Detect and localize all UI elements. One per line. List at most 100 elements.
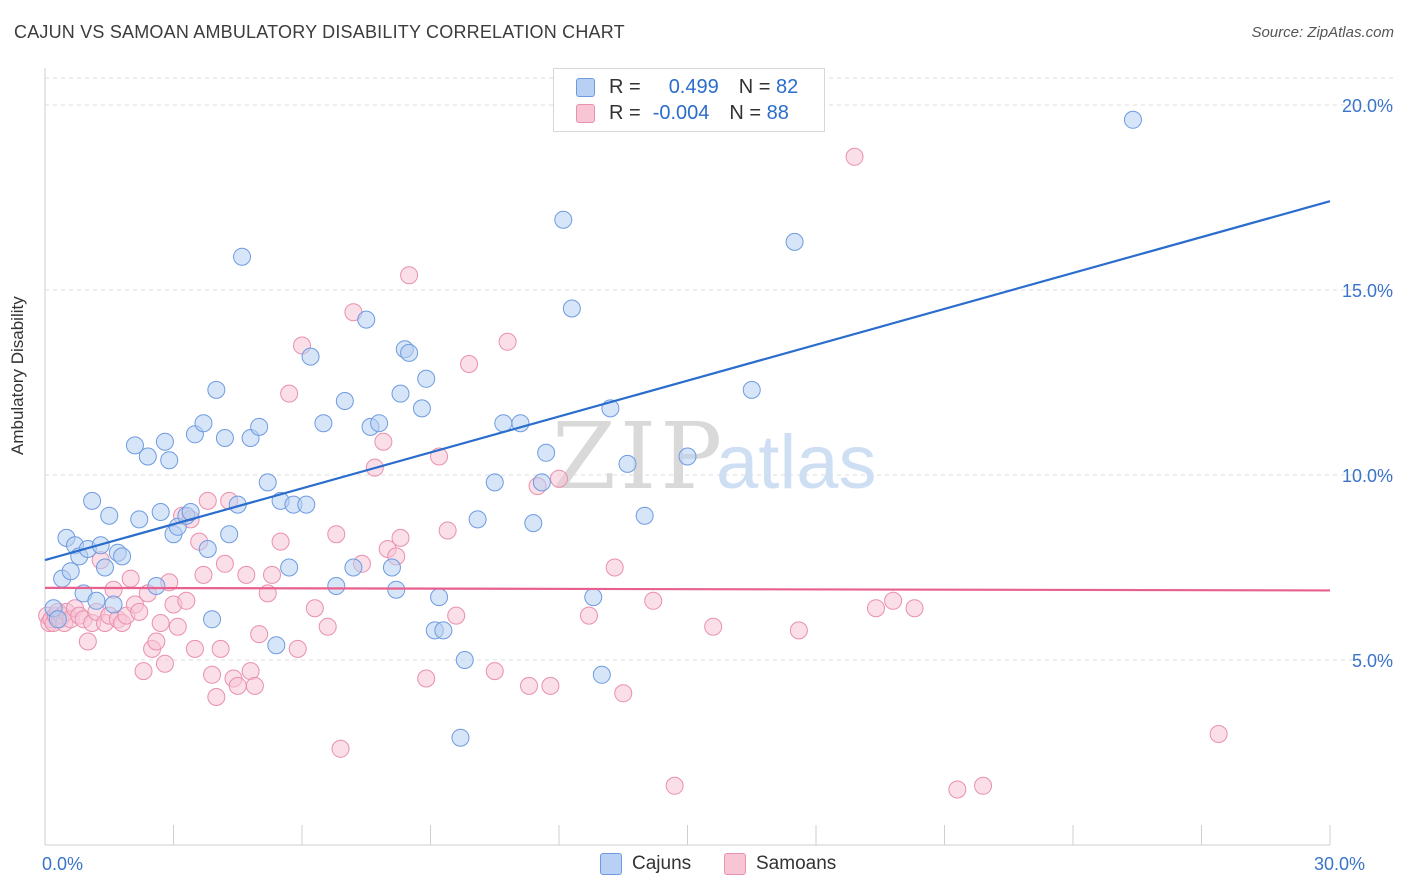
- y-tick-label: 5.0%: [1352, 651, 1393, 671]
- cajun-points: [44, 110, 1142, 747]
- samoan-point: [485, 662, 504, 681]
- y-axis-label: Ambulatory Disability: [8, 296, 27, 455]
- cajun-point: [391, 384, 410, 403]
- cajun-point: [635, 506, 654, 525]
- samoan-point: [241, 662, 260, 681]
- cajun-point: [220, 525, 239, 544]
- samoan-r-label: R =: [609, 101, 641, 124]
- cajun-trend-line: [44, 200, 1331, 562]
- samoan-point: [520, 676, 539, 695]
- cajun-swatch: [576, 77, 595, 97]
- samoan-point: [151, 614, 170, 632]
- x-tick-label: 0.0%: [42, 854, 83, 874]
- samoan-point: [438, 521, 457, 540]
- samoan-point: [271, 532, 290, 551]
- samoan-point: [845, 147, 864, 166]
- cajun-point: [1123, 110, 1142, 129]
- bottom-legend-cajun: Cajuns: [600, 851, 691, 877]
- samoan-point: [263, 565, 282, 584]
- cajun-point: [537, 443, 556, 462]
- samoan-point: [331, 739, 350, 758]
- watermark: ZIP atlas: [552, 403, 877, 510]
- cajun-point: [357, 310, 376, 329]
- cajun-point: [785, 232, 804, 251]
- cajun-point: [194, 414, 213, 433]
- cajun-point: [61, 562, 80, 581]
- samoan-point: [198, 491, 217, 510]
- cajun-point: [113, 547, 132, 566]
- samoan-point: [550, 469, 568, 488]
- cajun-point: [215, 429, 234, 447]
- samoan-point: [130, 602, 149, 621]
- samoan-points: [38, 147, 1228, 799]
- cajun-point: [618, 454, 637, 473]
- samoan-point: [460, 355, 479, 373]
- samoan-point: [665, 776, 684, 795]
- cajun-point: [258, 473, 277, 492]
- cajun-point: [382, 558, 401, 577]
- tick-labels: 5.0% 10.0% 15.0% 20.0% 0.0% 30.0%: [42, 96, 1393, 874]
- source-label: Source: ZipAtlas.com: [1251, 24, 1394, 41]
- cajun-point: [87, 591, 106, 610]
- samoan-legend-label: Samoans: [756, 853, 837, 874]
- cajun-point: [250, 417, 269, 436]
- cajun-point: [455, 651, 474, 669]
- cajun-point: [280, 558, 299, 577]
- cajun-point: [370, 414, 389, 433]
- samoan-point: [400, 266, 419, 285]
- samoan-point: [447, 606, 466, 625]
- cajun-point: [151, 503, 170, 521]
- samoan-point: [203, 665, 222, 684]
- samoan-point: [288, 639, 307, 658]
- samoan-point: [155, 654, 174, 673]
- cajun-r-label: R =: [609, 75, 641, 98]
- samoan-point: [905, 599, 924, 618]
- cajun-point: [327, 577, 346, 595]
- cajun-r-value: 0.499: [668, 75, 719, 98]
- cajun-point: [83, 491, 102, 510]
- cajun-point: [155, 432, 174, 451]
- samoan-point: [948, 780, 967, 799]
- samoan-r-value: -0.004: [652, 101, 710, 124]
- cajun-point: [344, 558, 363, 577]
- cajun-point: [198, 540, 217, 558]
- cajun-point: [125, 436, 144, 455]
- samoan-point: [228, 676, 247, 695]
- cajun-point: [104, 595, 123, 614]
- cajun-legend-swatch: [600, 853, 622, 875]
- cajun-point: [203, 610, 222, 629]
- cajun-point: [451, 728, 470, 747]
- trend-lines: [44, 200, 1331, 592]
- cajun-n-value: 82: [776, 75, 799, 98]
- samoan-point: [417, 669, 436, 688]
- cajun-n-label: N =: [738, 75, 771, 98]
- samoan-point: [704, 617, 723, 636]
- samoan-point: [121, 569, 140, 588]
- samoan-point: [78, 632, 97, 651]
- watermark-atlas: atlas: [716, 420, 877, 505]
- cajun-point: [434, 621, 453, 640]
- samoan-point: [498, 332, 517, 351]
- watermark-zip: ZIP: [552, 403, 726, 510]
- samoan-n-value: 88: [766, 101, 789, 124]
- cajun-point: [207, 380, 226, 399]
- cajun-point: [742, 380, 761, 399]
- cajun-point: [592, 665, 611, 684]
- samoan-point: [185, 639, 204, 658]
- cajun-point: [584, 588, 603, 607]
- cajun-point: [532, 473, 551, 492]
- samoan-point: [305, 599, 324, 618]
- samoan-trend-line: [44, 586, 1331, 592]
- cajun-point: [524, 514, 543, 533]
- cajun-point: [314, 414, 333, 433]
- cajun-point: [297, 495, 316, 514]
- cajun-point: [387, 580, 406, 599]
- samoan-point: [250, 625, 269, 644]
- samoan-point: [974, 776, 993, 795]
- samoan-point: [391, 528, 410, 547]
- samoan-point: [789, 621, 808, 640]
- cajun-point: [494, 414, 513, 433]
- samoan-point: [215, 554, 234, 573]
- samoan-point: [614, 684, 633, 703]
- y-tick-label: 15.0%: [1342, 281, 1393, 301]
